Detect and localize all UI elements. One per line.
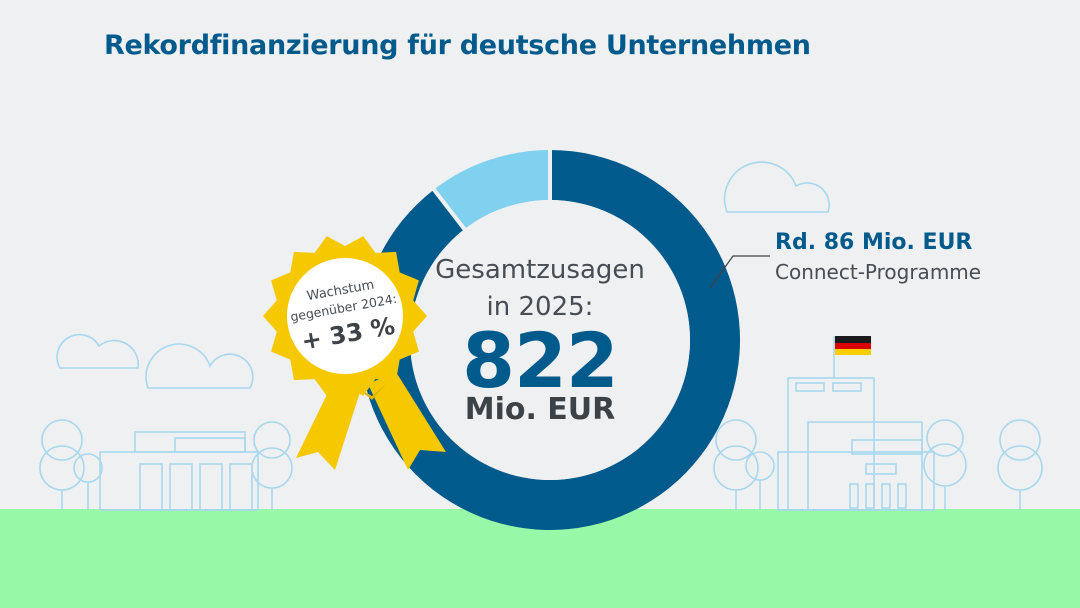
tree	[926, 419, 964, 457]
donut-chart	[359, 148, 741, 530]
building-right	[787, 377, 875, 511]
tree	[253, 421, 291, 459]
badge-inner-circle	[287, 258, 403, 374]
callout-value: Rd. 86 Mio. EUR	[775, 230, 973, 255]
donut-gap-0	[431, 186, 468, 232]
growth-badge: Wachstum gegenüber 2024: + 33 %	[263, 236, 427, 396]
ribbon-left	[296, 380, 362, 470]
tree	[715, 419, 757, 461]
total-unit: Mio. EUR	[464, 392, 616, 427]
cloud-mid-left	[145, 343, 254, 389]
building-left	[99, 451, 259, 511]
tree	[713, 445, 759, 491]
callout-leader-line	[709, 255, 770, 289]
tree	[745, 451, 775, 481]
tree	[923, 443, 967, 487]
tree	[73, 453, 103, 483]
tree	[39, 445, 85, 491]
tree	[41, 419, 83, 461]
cloud-right	[723, 161, 830, 213]
ribbon-right	[368, 372, 446, 470]
tree	[997, 445, 1043, 491]
donut-slice-0	[433, 150, 550, 230]
total-value: 822	[462, 316, 619, 405]
german-flag-icon	[835, 336, 871, 355]
badge-ribbons	[296, 372, 446, 470]
page-title: Rekordfinanzierung für deutsche Unterneh…	[104, 30, 811, 61]
donut-hole	[410, 200, 690, 480]
background-illustration	[39, 161, 1043, 511]
callout-label: Connect-Programme	[775, 260, 982, 284]
center-label-line-2: in 2025:	[486, 292, 594, 322]
center-label-line-1: Gesamtzusagen	[435, 255, 645, 285]
cloud-left	[56, 333, 140, 369]
tree	[999, 419, 1041, 461]
